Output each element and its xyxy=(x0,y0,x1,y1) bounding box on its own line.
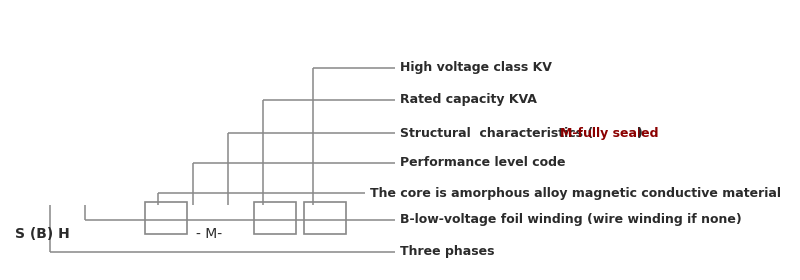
Text: ): ) xyxy=(637,127,642,139)
Bar xyxy=(254,202,296,234)
Text: Three phases: Three phases xyxy=(400,246,494,258)
Text: High voltage class KV: High voltage class KV xyxy=(400,62,552,74)
Text: B-low-voltage foil winding (wire winding if none): B-low-voltage foil winding (wire winding… xyxy=(400,213,742,227)
Text: Rated capacity KVA: Rated capacity KVA xyxy=(400,94,537,106)
Text: Performance level code: Performance level code xyxy=(400,157,566,169)
Text: M-fully sealed: M-fully sealed xyxy=(559,127,658,139)
Text: - M-: - M- xyxy=(196,227,222,241)
Text: The core is amorphous alloy magnetic conductive material: The core is amorphous alloy magnetic con… xyxy=(370,186,781,199)
Text: S (B) H: S (B) H xyxy=(15,227,70,241)
Bar xyxy=(304,202,346,234)
Text: Structural  characteristics (: Structural characteristics ( xyxy=(400,127,594,139)
Bar xyxy=(145,202,187,234)
